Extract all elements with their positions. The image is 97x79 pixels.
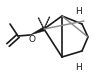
Polygon shape (30, 27, 45, 35)
Text: H: H (75, 64, 81, 73)
Text: O: O (29, 35, 36, 44)
Text: H: H (75, 6, 81, 15)
